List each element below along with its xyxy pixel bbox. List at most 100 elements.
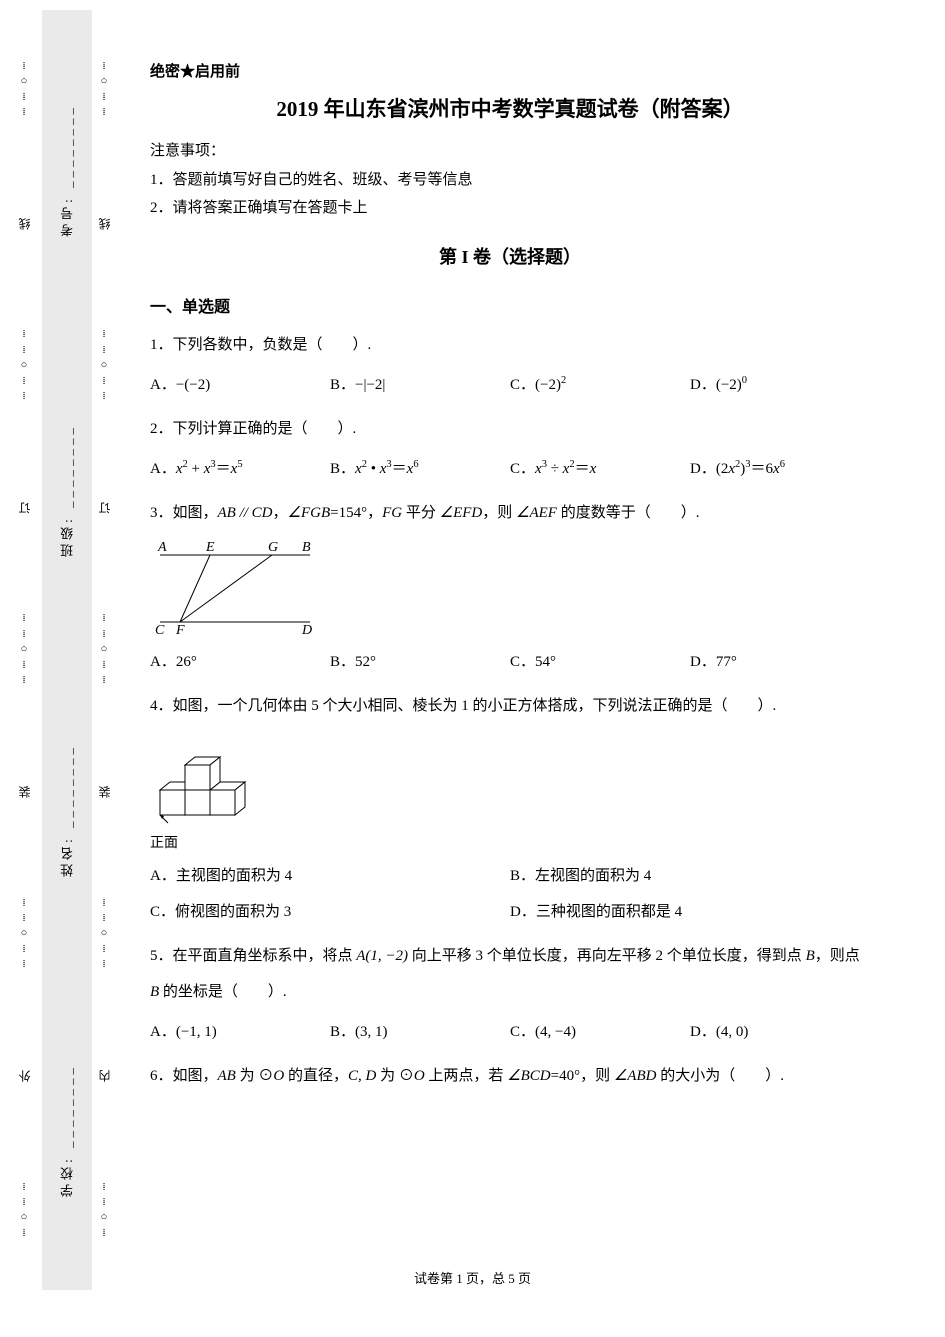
q3-angle-fgb: ∠FGB bbox=[288, 505, 331, 521]
q3-svg: A E G B C F D bbox=[150, 537, 330, 637]
outer-char-line: 线 bbox=[16, 218, 33, 230]
page-content: 绝密★启用前 2019 年山东省滨州市中考数学真题试卷（附答案） 注意事项： 1… bbox=[150, 60, 870, 1098]
q3-figure: A E G B C F D bbox=[150, 537, 870, 642]
q5-point-a: A(1, −2) bbox=[356, 948, 408, 964]
inner-char-nei: 内 bbox=[96, 1070, 113, 1082]
q2-opt-b: B．x2 • x3＝x6 bbox=[330, 451, 510, 487]
field-exam-no: 考号: ________ bbox=[58, 104, 77, 237]
outer-char-ding: 订 bbox=[16, 502, 33, 514]
svg-text:F: F bbox=[175, 623, 185, 637]
svg-text:A: A bbox=[157, 540, 167, 555]
q4-figure-label: 正面 bbox=[150, 832, 870, 852]
q5-stem: 5．在平面直角坐标系中，将点 A(1, −2) 向上平移 3 个单位长度，再向左… bbox=[150, 938, 870, 1010]
q2-opt-a: A．x2 + x3＝x5 bbox=[150, 451, 330, 487]
exam-title: 2019 年山东省滨州市中考数学真题试卷（附答案） bbox=[150, 93, 870, 123]
secret-label: 绝密★启用前 bbox=[150, 60, 870, 81]
q6-text-5: 上两点，若 bbox=[425, 1068, 508, 1084]
q6-o1: O bbox=[273, 1068, 284, 1084]
q4-svg bbox=[150, 730, 260, 825]
q6-text-2: 为 ⊙ bbox=[236, 1068, 274, 1084]
page-footer: 试卷第 1 页，总 5 页 bbox=[0, 1268, 945, 1287]
q6-angle-bcd: ∠BCD bbox=[507, 1068, 550, 1084]
q5-point-b2: B bbox=[150, 984, 159, 1000]
section-1-header: 第 I 卷（选择题） bbox=[150, 243, 870, 269]
q3-ab-cd: AB // CD bbox=[218, 505, 273, 521]
q5-text-2: 向上平移 3 个单位长度，再向左平移 2 个单位长度，得到点 bbox=[408, 948, 806, 964]
field-class: 班级: ________ bbox=[58, 424, 77, 557]
outer-binding-strip: ⁞○⁞⁞ 线 ⁞⁞○⁞⁞ 订 ⁞⁞○⁞⁞ 装 ⁞⁞○⁞⁞ 外 ⁞⁞○⁞ bbox=[20, 10, 28, 1290]
q1-opt-d: D．(−2)0 bbox=[690, 367, 870, 403]
q3-angle-aef: ∠AEF bbox=[516, 505, 557, 521]
notice-block: 注意事项： 1．答题前填写好自己的姓名、班级、考号等信息 2．请将答案正确填写在… bbox=[150, 137, 870, 223]
q4-opt-a: A．主视图的面积为 4 bbox=[150, 858, 510, 894]
q3-text-end: 的度数等于（ ）. bbox=[557, 505, 700, 521]
q1-opt-b: B．−|−2| bbox=[330, 367, 510, 403]
field-name: 姓名: ________ bbox=[58, 744, 77, 877]
q3-opt-b: B．52° bbox=[330, 644, 510, 680]
outer-char-zhuang: 装 bbox=[16, 786, 33, 798]
notice-label: 注意事项： bbox=[150, 137, 870, 166]
q6-eq: =40°，则 bbox=[551, 1068, 614, 1084]
q5-text-3: ，则点 bbox=[815, 948, 860, 964]
dot-pattern: ⁞⁞○⁞⁞ bbox=[21, 611, 28, 688]
notice-line-1: 1．答题前填写好自己的姓名、班级、考号等信息 bbox=[150, 166, 870, 195]
svg-text:D: D bbox=[301, 623, 312, 637]
binding-column: 考号: ________ 班级: ________ 姓名: ________ 学… bbox=[42, 10, 92, 1290]
inner-binding-strip: ⁞○⁞⁞ 线 ⁞⁞○⁞⁞ 订 ⁞⁞○⁞⁞ 装 ⁞⁞○⁞⁞ 内 ⁞⁞○⁞ bbox=[100, 10, 108, 1290]
q3-opt-c: C．54° bbox=[510, 644, 690, 680]
field-school: 学校: ________ bbox=[58, 1064, 77, 1197]
svg-text:C: C bbox=[155, 623, 165, 637]
dot-pattern: ⁞○⁞⁞ bbox=[21, 59, 28, 121]
q1-options: A．−(−2) B．−|−2| C．(−2)2 D．(−2)0 bbox=[150, 367, 870, 403]
q3-opt-a: A．26° bbox=[150, 644, 330, 680]
dot-pattern: ⁞⁞○⁞⁞ bbox=[21, 896, 28, 973]
q2-opt-c: C．x3 ÷ x2＝x bbox=[510, 451, 690, 487]
q4-figure bbox=[150, 730, 870, 830]
q5-opt-d: D．(4, 0) bbox=[690, 1014, 870, 1050]
q3-text-1: 3．如图， bbox=[150, 505, 218, 521]
dot-pattern: ⁞⁞○⁞⁞ bbox=[101, 327, 108, 404]
q4-stem: 4．如图，一个几何体由 5 个大小相同、棱长为 1 的小正方体搭成，下列说法正确… bbox=[150, 688, 870, 724]
inner-char-ding: 订 bbox=[96, 502, 113, 514]
q6-text-3: 的直径， bbox=[284, 1068, 348, 1084]
dot-pattern: ⁞⁞○⁞ bbox=[101, 1180, 108, 1242]
subsection-header: 一、单选题 bbox=[150, 293, 870, 317]
q3-text-2: 平分 bbox=[402, 505, 440, 521]
q4-opt-c: C．俯视图的面积为 3 bbox=[150, 894, 510, 930]
q3-fg: FG bbox=[382, 505, 402, 521]
notice-line-2: 2．请将答案正确填写在答题卡上 bbox=[150, 194, 870, 223]
q2-opt-d: D．(2x2)3＝6x6 bbox=[690, 451, 870, 487]
q6-cd: C, D bbox=[348, 1068, 376, 1084]
q6-angle-abd: ∠ABD bbox=[614, 1068, 657, 1084]
q2-stem: 2．下列计算正确的是（ ）. bbox=[150, 411, 870, 447]
q2-options: A．x2 + x3＝x5 B．x2 • x3＝x6 C．x3 ÷ x2＝x D．… bbox=[150, 451, 870, 487]
q6-o2: O bbox=[414, 1068, 425, 1084]
svg-text:E: E bbox=[205, 540, 215, 555]
dot-pattern: ⁞⁞○⁞⁞ bbox=[21, 327, 28, 404]
inner-char-zhuang: 装 bbox=[96, 786, 113, 798]
q5-opt-a: A．(−1, 1) bbox=[150, 1014, 330, 1050]
q3-angle-efd: ∠EFD bbox=[440, 505, 483, 521]
q5-text-end: 的坐标是（ ）. bbox=[159, 984, 287, 1000]
q6-ab: AB bbox=[218, 1068, 236, 1084]
dot-pattern: ⁞⁞○⁞⁞ bbox=[101, 896, 108, 973]
q6-text-4: 为 ⊙ bbox=[376, 1068, 414, 1084]
q4-opt-d: D．三种视图的面积都是 4 bbox=[510, 894, 870, 930]
outer-char-wai: 外 bbox=[16, 1070, 33, 1082]
q5-point-b: B bbox=[806, 948, 815, 964]
q3-eq1: =154°， bbox=[330, 505, 382, 521]
svg-text:B: B bbox=[302, 540, 311, 555]
svg-text:G: G bbox=[268, 540, 278, 555]
q1-opt-a: A．−(−2) bbox=[150, 367, 330, 403]
q6-text-1: 6．如图， bbox=[150, 1068, 218, 1084]
q1-stem: 1．下列各数中，负数是（ ）. bbox=[150, 327, 870, 363]
q6-text-end: 的大小为（ ）. bbox=[656, 1068, 784, 1084]
q5-opt-b: B．(3, 1) bbox=[330, 1014, 510, 1050]
q5-opt-c: C．(4, −4) bbox=[510, 1014, 690, 1050]
q1-opt-c: C．(−2)2 bbox=[510, 367, 690, 403]
dot-pattern: ⁞○⁞⁞ bbox=[101, 59, 108, 121]
q3-text-3: ，则 bbox=[482, 505, 516, 521]
dot-pattern: ⁞⁞○⁞⁞ bbox=[101, 611, 108, 688]
q5-text-1: 5．在平面直角坐标系中，将点 bbox=[150, 948, 356, 964]
q5-options: A．(−1, 1) B．(3, 1) C．(4, −4) D．(4, 0) bbox=[150, 1014, 870, 1050]
